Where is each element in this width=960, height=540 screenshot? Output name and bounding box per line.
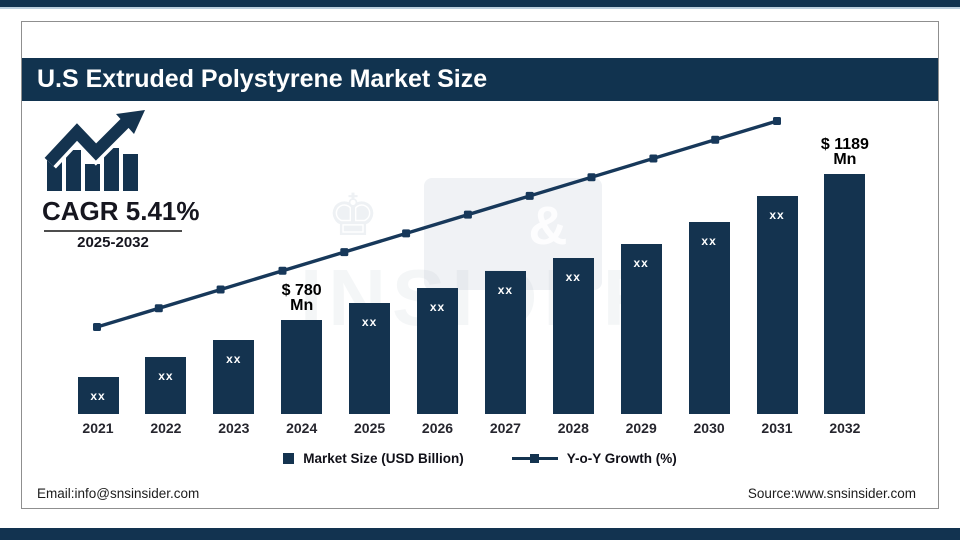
bar-2027: xx <box>484 271 526 414</box>
bar-2032 <box>824 174 866 414</box>
bar-value-label: xx <box>361 315 378 329</box>
bar-value-label: xx <box>158 369 174 383</box>
bar-annotation-2024: $ 780 Mn <box>281 282 322 314</box>
bar-value-label: xx <box>565 270 581 284</box>
x-axis-label-2030: 2030 <box>693 420 725 436</box>
top-accent-strip <box>0 0 960 9</box>
legend-item-market-size: Market Size (USD Billion) <box>283 451 464 466</box>
footer-source: Source:www.snsinsider.com <box>747 486 916 501</box>
bar-value-label: xx <box>226 352 242 366</box>
x-axis-label-2029: 2029 <box>625 420 657 436</box>
legend-square-marker <box>283 453 295 464</box>
legend-line-marker <box>511 453 558 464</box>
footer-email: Email:info@snsinsider.com <box>37 486 200 501</box>
x-axis-label-2025: 2025 <box>354 420 386 436</box>
bar-2028: xx <box>552 258 594 414</box>
bar-value-label: xx <box>633 256 649 270</box>
bar-value-label: xx <box>769 208 785 222</box>
bar-value-label: xx <box>90 389 106 403</box>
bar-2025: xx <box>349 303 391 414</box>
bar-2023: xx <box>213 340 255 414</box>
page-title: U.S Extruded Polystyrene Market Size <box>37 65 488 93</box>
x-axis-label-2021: 2021 <box>82 420 114 436</box>
legend-label-growth: Y-o-Y Growth (%) <box>566 451 677 466</box>
x-axis-label-2031: 2031 <box>761 420 793 436</box>
bar-2022: xx <box>145 357 187 414</box>
x-axis-label-2026: 2026 <box>421 420 454 436</box>
bar-2029: xx <box>620 244 662 414</box>
x-axis-label-2028: 2028 <box>557 420 589 436</box>
bar-value-label: xx <box>429 300 446 314</box>
bar-value-label: xx <box>497 283 514 297</box>
bar-2031: xx <box>756 196 798 414</box>
legend-item-growth: Y-o-Y Growth (%) <box>511 451 677 466</box>
x-axis-label-2024: 2024 <box>286 420 318 436</box>
bar-value-label: xx <box>701 234 717 248</box>
bar-2024 <box>281 320 323 414</box>
x-axis-label-2023: 2023 <box>218 420 250 436</box>
x-axis-label-2027: 2027 <box>489 420 521 436</box>
x-axis-label-2022: 2022 <box>150 420 182 436</box>
legend-label-market-size: Market Size (USD Billion) <box>303 451 464 466</box>
title-bar: U.S Extruded Polystyrene Market Size <box>22 58 938 101</box>
bar-2026: xx <box>417 288 458 414</box>
x-axis-label-2032: 2032 <box>829 420 861 436</box>
bar-2030: xx <box>688 222 730 414</box>
bar-annotation-2032: $ 1189 Mn <box>820 136 869 168</box>
bottom-accent-strip <box>0 528 960 540</box>
legend: Market Size (USD Billion) Y-o-Y Growth (… <box>0 451 960 466</box>
bar-2021: xx <box>77 377 119 414</box>
